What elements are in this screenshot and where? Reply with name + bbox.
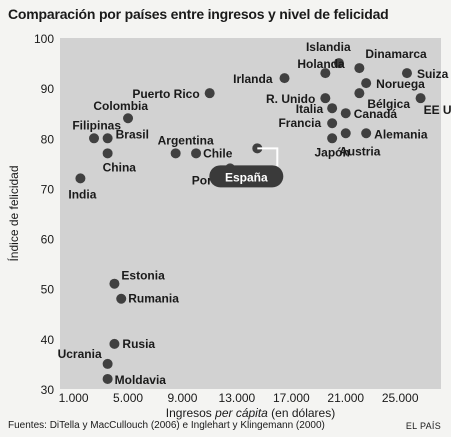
data-label-espana: España xyxy=(225,170,268,184)
data-label-austria: Austria xyxy=(339,144,381,158)
data-point-austria xyxy=(340,128,351,139)
y-tick-label: 90 xyxy=(41,82,55,96)
chart-title: Comparación por países entre ingresos y … xyxy=(8,6,389,22)
data-point-ucrania xyxy=(102,358,113,369)
data-point-japon xyxy=(327,133,338,144)
x-tick-label: 17.000 xyxy=(273,391,310,405)
data-label-canada: Canadá xyxy=(354,107,398,121)
x-tick-label: 5.000 xyxy=(113,391,143,405)
data-point-canada xyxy=(340,108,351,119)
data-point-rumania xyxy=(116,293,127,304)
data-label-estonia: Estonia xyxy=(121,269,165,283)
data-point-italia xyxy=(327,103,338,114)
data-label-holanda: Holanda xyxy=(297,57,345,71)
data-label-islandia: Islandia xyxy=(306,40,351,54)
data-label-suiza: Suiza xyxy=(417,67,449,81)
data-label-r-unido: R. Unido xyxy=(266,92,315,106)
y-tick-label: 70 xyxy=(41,182,55,196)
data-point-alemania xyxy=(361,128,372,139)
data-point-noruega xyxy=(361,78,372,89)
data-point-r-unido xyxy=(320,93,331,104)
data-point-moldavia xyxy=(102,373,113,384)
data-label-moldavia: Moldavia xyxy=(115,373,167,387)
x-tick-label: 21.000 xyxy=(327,391,364,405)
data-point-india xyxy=(75,173,86,184)
data-label-rumania: Rumania xyxy=(128,292,179,306)
data-point-holanda xyxy=(320,68,331,79)
data-point-estonia xyxy=(109,278,120,289)
data-label-argentina: Argentina xyxy=(158,133,214,147)
y-tick-label: 80 xyxy=(41,132,55,146)
data-point-francia xyxy=(327,118,338,129)
data-point-colombia xyxy=(123,113,134,124)
data-label-china: China xyxy=(103,160,137,174)
data-point-argentina xyxy=(170,148,181,159)
publisher-brand: EL PAÍS xyxy=(405,421,441,431)
data-point-brasil xyxy=(102,133,113,144)
data-label-ucrania: Ucrania xyxy=(58,347,102,361)
data-point-belgica xyxy=(354,88,365,99)
data-point-dinamarca xyxy=(354,63,365,74)
y-tick-label: 100 xyxy=(34,32,54,46)
data-label-italia: Italia xyxy=(296,102,324,116)
x-axis-label: Ingresos per cápita (en dólares) xyxy=(166,406,335,420)
data-point-filipinas xyxy=(89,133,100,144)
data-label-rusia: Rusia xyxy=(122,337,155,351)
y-tick-label: 40 xyxy=(41,333,55,347)
data-label-noruega: Noruega xyxy=(376,77,425,91)
data-label-puerto-rico: Puerto Rico xyxy=(132,87,199,101)
data-label-ee-uu: EE UU xyxy=(424,103,451,117)
data-point-chile xyxy=(191,148,202,159)
data-label-belgica: Bélgica xyxy=(367,97,410,111)
data-label-colombia: Colombia xyxy=(93,99,148,113)
x-tick-label: 13.000 xyxy=(219,391,256,405)
data-label-japon: Japón xyxy=(314,145,349,159)
data-label-brasil: Brasil xyxy=(116,127,149,141)
data-point-puerto-rico xyxy=(204,88,215,99)
source-note: Fuentes: DiTella y MacCullouch (2006) e … xyxy=(8,420,325,431)
data-point-ee-uu xyxy=(415,93,426,104)
highlight-connector xyxy=(257,147,279,168)
x-tick-label: 25.000 xyxy=(382,391,419,405)
data-point-china xyxy=(102,148,113,159)
data-label-francia: Francia xyxy=(278,116,321,130)
data-label-filipinas: Filipinas xyxy=(72,118,121,132)
data-label-irlanda: Irlanda xyxy=(233,72,273,86)
y-tick-label: 60 xyxy=(41,233,55,247)
data-label-india: India xyxy=(68,187,96,201)
x-tick-label: 9.000 xyxy=(167,391,197,405)
data-label-chile: Chile xyxy=(203,146,233,160)
data-point-rusia xyxy=(109,338,120,349)
data-point-suiza xyxy=(401,68,412,79)
data-label-dinamarca: Dinamarca xyxy=(365,47,427,61)
y-tick-label: 30 xyxy=(41,383,55,397)
plot-area xyxy=(60,38,441,389)
data-point-islandia xyxy=(333,58,344,69)
data-point-irlanda xyxy=(279,73,290,84)
x-tick-label: 1.000 xyxy=(59,391,89,405)
data-label-alemania: Alemania xyxy=(374,127,428,141)
highlight-badge xyxy=(209,165,284,188)
y-axis-label: Índice de felicidad xyxy=(6,165,21,261)
y-tick-label: 50 xyxy=(41,283,55,297)
